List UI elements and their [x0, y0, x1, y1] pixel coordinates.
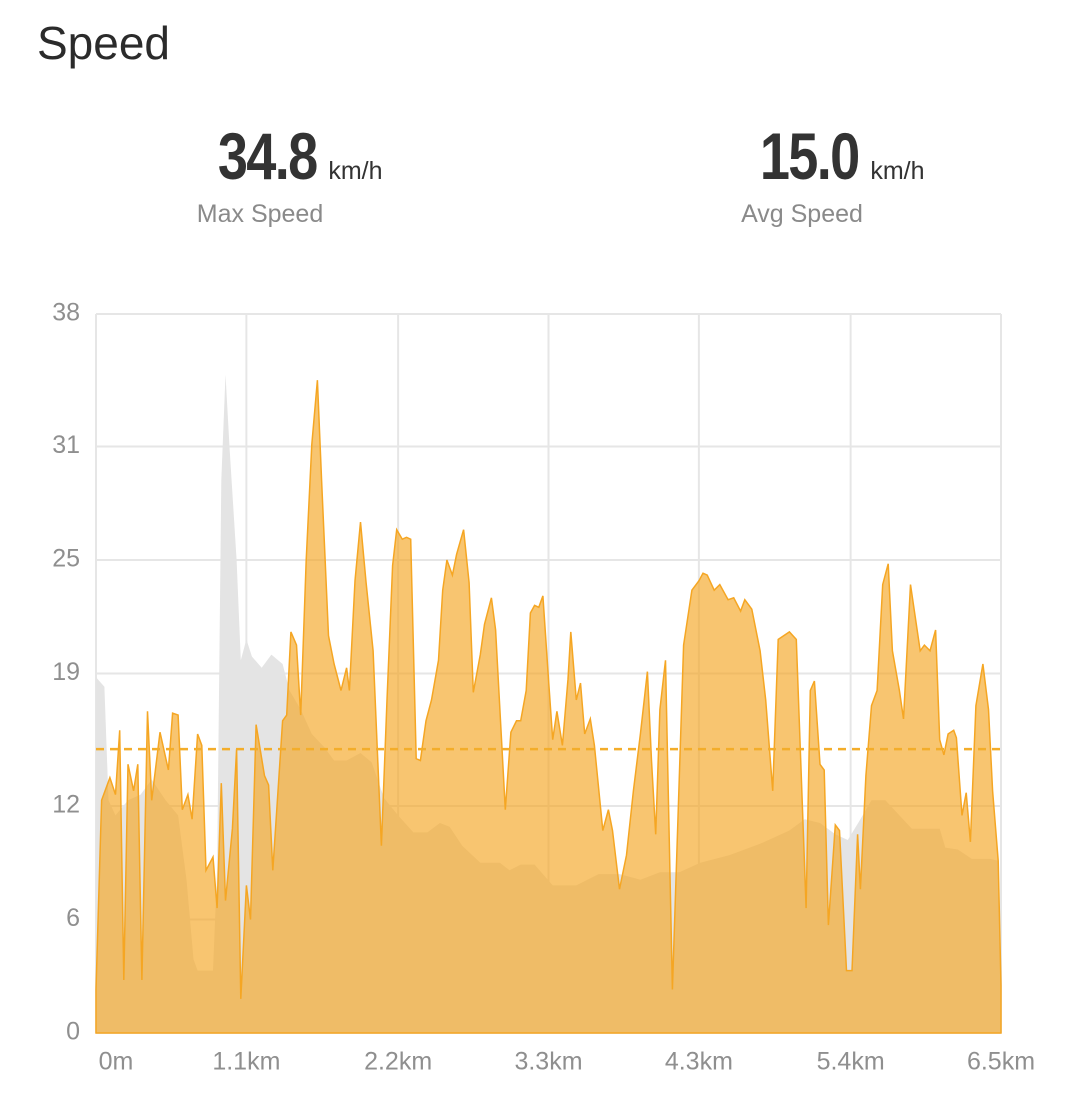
- y-tick-label: 19: [52, 658, 80, 686]
- y-tick-label: 31: [52, 431, 80, 459]
- stat-unit: km/h: [328, 157, 383, 185]
- stat-max: 34.8 km/h Max Speed: [95, 118, 495, 229]
- stat-unit: km/h: [870, 157, 925, 185]
- y-tick-label: 38: [52, 299, 80, 327]
- x-tick-label: 4.3km: [665, 1048, 733, 1076]
- x-tick-label: 6.5km: [967, 1048, 1035, 1076]
- x-tick-label: 5.4km: [817, 1048, 885, 1076]
- x-tick-label: 0m: [99, 1048, 134, 1076]
- y-tick-label: 6: [66, 904, 80, 932]
- stat-label: Avg Speed: [741, 200, 863, 228]
- y-tick-label: 25: [52, 545, 80, 573]
- section-title: Speed: [37, 17, 171, 69]
- y-tick-label: 12: [52, 791, 80, 819]
- stat-label: Max Speed: [196, 200, 324, 228]
- x-tick-label: 1.1km: [212, 1048, 280, 1076]
- stat-value: 15.0: [760, 119, 860, 193]
- x-tick-label: 2.2km: [364, 1048, 432, 1076]
- stat-value: 34.8: [218, 119, 318, 193]
- x-tick-label: 3.3km: [514, 1048, 582, 1076]
- stat-avg: 15.0 km/h Avg Speed: [637, 118, 1037, 229]
- y-tick-label: 0: [66, 1018, 80, 1046]
